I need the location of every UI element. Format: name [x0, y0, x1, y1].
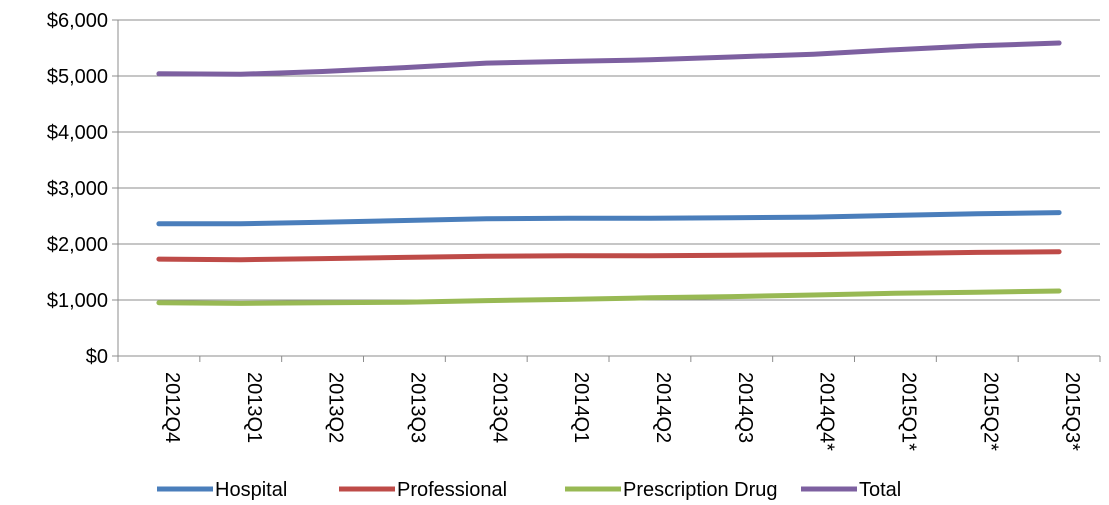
- series-lines: [156, 40, 1062, 306]
- legend-label: Professional: [397, 479, 507, 501]
- legend: Hospital Professional Prescription Drug Tot…: [157, 479, 901, 501]
- y-tick-label: $6,000: [47, 10, 108, 32]
- y-tick-label: $5,000: [47, 66, 108, 88]
- gridlines: [118, 19, 1100, 301]
- x-tick-label: 2014Q4*: [816, 372, 838, 451]
- x-tick-label: 2013Q3: [406, 372, 428, 443]
- x-tick-label: 2013Q2: [325, 372, 347, 443]
- x-tick-label: 2013Q4: [488, 372, 510, 443]
- x-tick-label: 2012Q4: [161, 372, 183, 443]
- series-line-total: [156, 40, 1062, 77]
- x-tick-label: 2013Q1: [243, 372, 265, 443]
- x-axis-tick-labels: 2012Q4 2013Q1 2013Q2 2013Q3 2013Q4 2014Q1 2014…: [161, 372, 1083, 451]
- axes: [112, 19, 1101, 362]
- y-tick-label: $3,000: [47, 178, 108, 200]
- x-tick-label: 2014Q3: [734, 372, 756, 443]
- y-axis-tick-labels: $0 $1,000 $2,000 $3,000 $4,000 $5,000 $6,000: [47, 10, 108, 368]
- legend-item-total: Total: [801, 479, 901, 501]
- legend-item-hospital: Hospital: [157, 479, 287, 501]
- y-tick-label: $2,000: [47, 234, 108, 256]
- legend-item-prescription-drug: Prescription Drug: [565, 479, 778, 501]
- y-tick-label: $4,000: [47, 122, 108, 144]
- series-line-prescription-drug: [156, 288, 1062, 306]
- legend-label: Prescription Drug: [623, 479, 778, 501]
- x-tick-label: 2015Q3*: [1061, 372, 1083, 451]
- legend-label: Total: [859, 479, 901, 501]
- legend-label: Hospital: [215, 479, 287, 501]
- y-tick-label: $0: [86, 346, 108, 368]
- x-tick-label: 2014Q2: [652, 372, 674, 443]
- x-tick-label: 2014Q1: [570, 372, 592, 443]
- legend-item-professional: Professional: [339, 479, 507, 501]
- x-tick-label: 2015Q2*: [979, 372, 1001, 451]
- series-line-hospital: [156, 210, 1062, 227]
- series-line-professional: [156, 249, 1062, 263]
- y-tick-label: $1,000: [47, 290, 108, 312]
- x-tick-label: 2015Q1*: [897, 372, 919, 451]
